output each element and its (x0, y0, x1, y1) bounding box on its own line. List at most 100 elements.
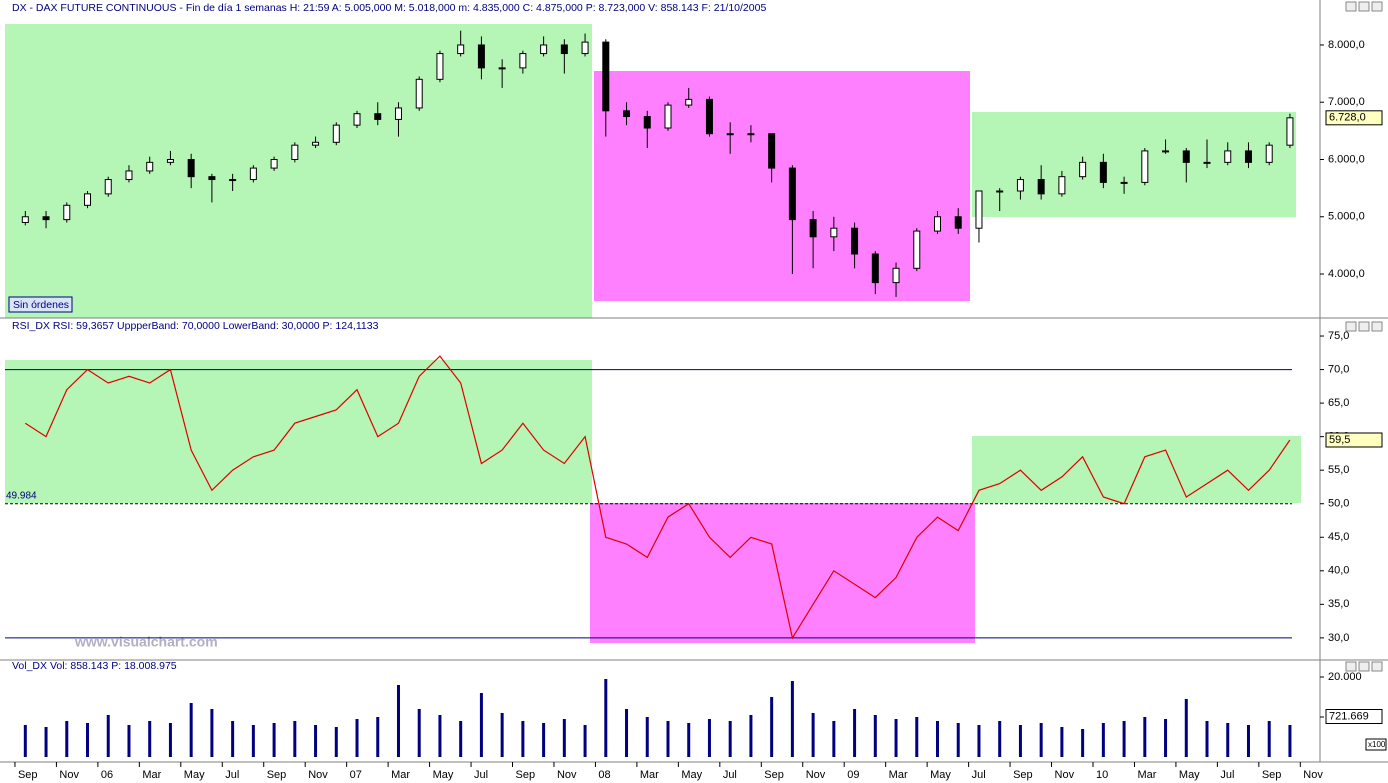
y-tick-label: 30,0 (1328, 632, 1349, 644)
candle-body (353, 113, 361, 126)
x-tick-label: Sep (764, 769, 784, 781)
candle-body (1120, 181, 1128, 184)
volume-bar (417, 709, 421, 757)
volume-bar (707, 719, 711, 757)
volume-bar (956, 723, 960, 757)
volume-bar (106, 715, 110, 757)
candle-body (42, 216, 50, 221)
candle-body (851, 227, 859, 255)
candle-body (21, 216, 29, 223)
candle-body (705, 98, 713, 135)
candle-body (208, 176, 216, 181)
zone-bear (590, 503, 975, 643)
x-tick-label: Nov (308, 769, 328, 781)
candle-body (560, 44, 568, 55)
x-tick-label: Sep (18, 769, 38, 781)
candle-body (332, 124, 340, 143)
x-tick-label: May (433, 769, 454, 781)
volume-bar (998, 721, 1002, 757)
x-tick-label: May (184, 769, 205, 781)
x-tick-label: Nov (59, 769, 79, 781)
y-tick-label: 7.000,0 (1328, 96, 1365, 108)
volume-bar (666, 721, 670, 757)
x-tick-label: 06 (101, 769, 113, 781)
candle-body (477, 44, 485, 69)
close-button[interactable] (1371, 1, 1383, 12)
last-value-box (1325, 709, 1383, 724)
candle-body (1079, 161, 1087, 178)
volume-bar (1205, 721, 1209, 757)
volume-bar (749, 715, 753, 757)
candle-body (1058, 176, 1066, 195)
minimize-button[interactable] (1345, 321, 1357, 332)
window-buttons[interactable] (1345, 1, 1383, 672)
volume-bar (1060, 727, 1064, 757)
volume-bar (86, 723, 90, 757)
x-tick-label: 07 (350, 769, 362, 781)
volume-bar (1122, 721, 1126, 757)
x-tick-label: Mar (640, 769, 659, 781)
x-tick-label: May (1179, 769, 1200, 781)
x-tick-label: Nov (806, 769, 826, 781)
candle-body (519, 53, 527, 69)
maximize-button[interactable] (1358, 321, 1370, 332)
volume-bar (44, 727, 48, 757)
volume-bar (500, 713, 504, 757)
volume-bar (272, 723, 276, 757)
candle-body (374, 113, 382, 120)
panel-title: DX - DAX FUTURE CONTINUOUS - Fin de día … (12, 2, 766, 14)
candle-body (1182, 150, 1190, 163)
y-tick-label: 40,0 (1328, 565, 1349, 577)
close-button[interactable] (1371, 661, 1383, 672)
volume-bar (604, 679, 608, 757)
x-tick-label: Nov (1303, 769, 1323, 781)
x-tick-label: May (930, 769, 951, 781)
volume-bar (583, 725, 587, 757)
candle-body (996, 190, 1004, 193)
volume-bar (645, 717, 649, 757)
x-tick-label: May (681, 769, 702, 781)
volume-bar (1267, 721, 1271, 757)
maximize-button[interactable] (1358, 1, 1370, 12)
y-tick-label: 4.000,0 (1328, 268, 1365, 280)
volume-bar (65, 721, 69, 757)
volume-bar (438, 715, 442, 757)
zone-bear (594, 71, 970, 301)
candle-body (125, 170, 133, 181)
volume-bar (148, 721, 152, 757)
volume-bar (1143, 717, 1147, 757)
x-tick-label: Mar (1137, 769, 1156, 781)
volume-bar (1184, 699, 1188, 757)
candle-body (892, 267, 900, 284)
volume-bar (334, 727, 338, 757)
candle-body (726, 133, 734, 136)
minimize-button[interactable] (1345, 661, 1357, 672)
volume-bar (1246, 725, 1250, 757)
minimize-button[interactable] (1345, 1, 1357, 12)
candle-body (664, 104, 672, 129)
volume-bar (23, 725, 27, 757)
candle-body (643, 116, 651, 129)
x-tick-label: 09 (847, 769, 859, 781)
candle-body (913, 230, 921, 269)
rsi-line (24, 355, 1291, 640)
volume-bar (231, 721, 235, 757)
maximize-button[interactable] (1358, 661, 1370, 672)
last-value-label: 59,5 (1329, 434, 1350, 446)
candle-body (249, 167, 257, 181)
close-button[interactable] (1371, 321, 1383, 332)
candle-body (975, 190, 983, 229)
zone-bull (5, 24, 592, 318)
volume-bar (853, 709, 857, 757)
volume-bar (1226, 723, 1230, 757)
x-tick-label: Nov (557, 769, 577, 781)
y-tick-label: 5.000,0 (1328, 211, 1365, 223)
candle-body (581, 41, 589, 55)
volume-bar (168, 723, 172, 757)
volume-bar (977, 725, 981, 757)
y-tick-label: 8.000,0 (1328, 39, 1365, 51)
volume-bar (1288, 725, 1292, 757)
candle-body (934, 216, 942, 232)
